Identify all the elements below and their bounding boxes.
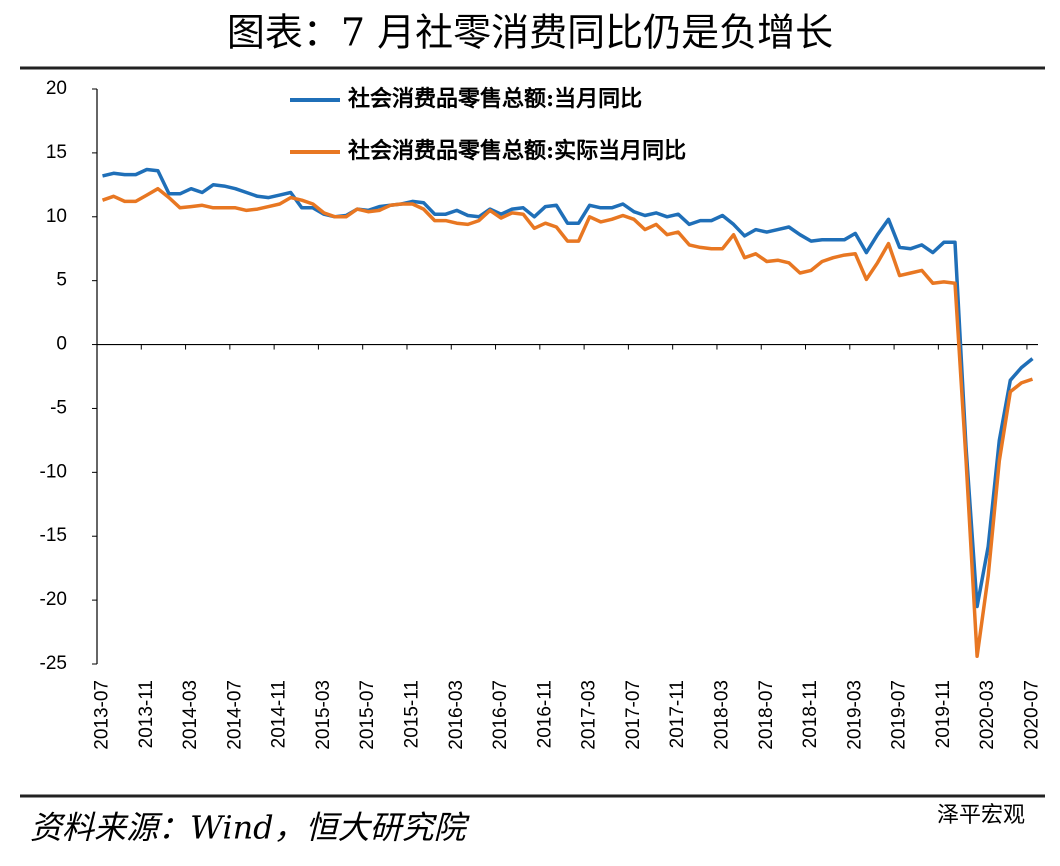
x-tick-label: 2016-11 (534, 680, 555, 748)
x-tick-label: 2016-07 (490, 680, 511, 750)
chart-title: 图表：7 月社零消费同比仍是负增长 (227, 11, 833, 55)
x-tick-label: 2017-11 (667, 680, 688, 748)
x-tick-label: 2013-11 (136, 680, 157, 748)
x-tick-label: 2013-07 (92, 680, 113, 750)
x-tick-label: 2017-03 (579, 680, 600, 750)
series-line (101, 186, 1034, 659)
legend-label: 社会消费品零售总额:实际当月同比 (348, 138, 686, 164)
x-tick-label: 2020-03 (977, 680, 998, 750)
series-line (102, 167, 1034, 609)
x-tick-label: 2018-07 (756, 680, 777, 750)
x-tick-label: 2020-07 (1021, 680, 1042, 750)
source: 资料来源：Wind，恒大研究院 (30, 809, 471, 847)
y-tick-label: 0 (56, 334, 67, 355)
x-tick-label: 2019-07 (889, 680, 910, 750)
y-tick-label: -15 (40, 525, 67, 546)
y-tick-label: -5 (50, 397, 67, 418)
x-tick-label: 2018-11 (800, 680, 821, 748)
x-tick-label: 2014-11 (269, 680, 290, 748)
y-tick-label: 10 (46, 206, 67, 227)
x-tick-label: 2015-11 (402, 680, 423, 748)
y-tick-label: 15 (46, 142, 67, 163)
legend-label: 社会消费品零售总额:当月同比 (348, 86, 642, 112)
x-tick-label: 2019-11 (933, 680, 954, 748)
y-tick-label: 20 (46, 78, 67, 99)
x-tick-label: 2014-03 (180, 680, 201, 750)
y-tick-label: -10 (40, 461, 67, 482)
x-tick-label: 2015-07 (357, 680, 378, 750)
x-tick-label: 2019-03 (844, 680, 865, 750)
x-tick-label: 2017-07 (623, 680, 644, 750)
x-tick-label: 2015-03 (313, 680, 334, 750)
x-tick-label: 2014-07 (224, 680, 245, 750)
y-tick-label: -25 (40, 653, 67, 674)
x-tick-label: 2018-03 (712, 680, 733, 750)
watermark: 泽平宏观 (937, 803, 1025, 828)
x-tick-label: 2016-03 (446, 680, 467, 750)
y-tick-label: -20 (40, 589, 67, 610)
y-tick-label: 5 (56, 270, 67, 291)
